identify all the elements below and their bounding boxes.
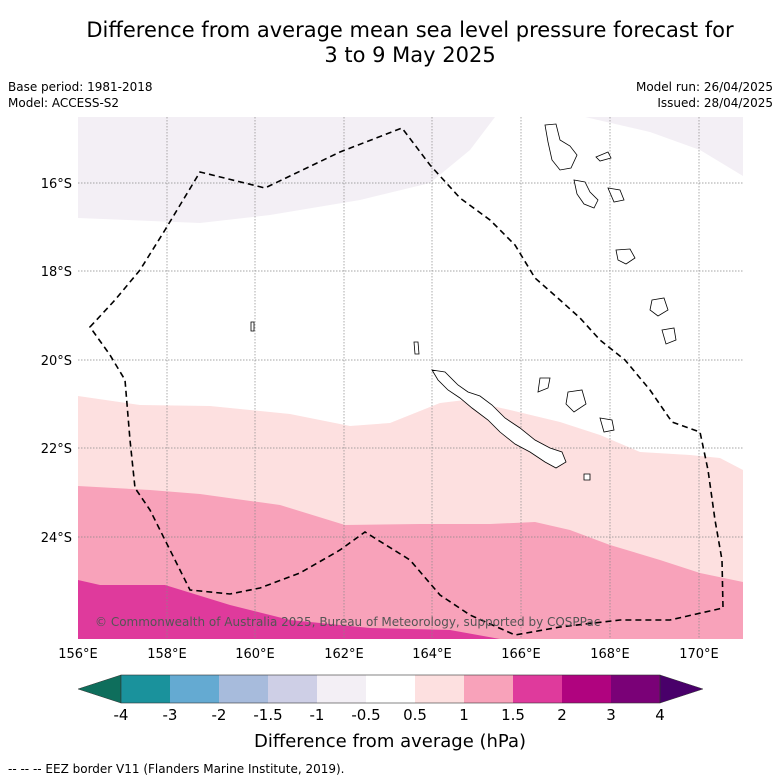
belep-islands (413, 341, 420, 355)
lat-label: 24°S (41, 531, 72, 546)
model-run: Model run: 26/04/2025 (635, 80, 773, 94)
new-caledonia-coast (431, 369, 567, 469)
lat-label: 22°S (41, 442, 72, 457)
issued-date: Issued: 28/04/2025 (657, 96, 773, 110)
title-line-2: 3 to 9 May 2025 (324, 43, 496, 67)
colorbar-tick: 2 (557, 706, 567, 724)
lat-label: 20°S (41, 354, 72, 369)
colorbar-swatch (415, 675, 464, 703)
vanuatu-epi (607, 187, 625, 203)
copyright-text: © Commonwealth of Australia 2025, Bureau… (95, 615, 600, 629)
lon-label: 166°E (501, 647, 541, 662)
lon-labels: 156°E 158°E 160°E 162°E 164°E 166°E 168°… (58, 647, 719, 662)
colorbar-ticks: -4 -3 -2 -1.5 -1 -0.5 0.5 1 1.5 2 3 4 (114, 706, 665, 724)
loyalty-lifou (565, 389, 587, 413)
colorbar-over-arrow (659, 674, 704, 704)
lat-label: 16°S (41, 177, 72, 192)
lon-label: 162°E (324, 647, 364, 662)
colorbar-swatch (317, 675, 366, 703)
colorbar-swatch (366, 675, 415, 703)
colorbar-swatch (513, 675, 562, 703)
colorbar-tick: 1 (459, 706, 469, 724)
colorbar-swatch (268, 675, 317, 703)
contour-1.5-band (78, 580, 500, 639)
colorbar-tick: -2 (212, 706, 227, 724)
colorbar-swatch (611, 675, 660, 703)
lon-label: 168°E (590, 647, 630, 662)
colorbar-tick: -0.5 (351, 706, 380, 724)
colorbar-tick: 4 (655, 706, 665, 724)
eez-footnote: -- -- -- EEZ border V11 (Flanders Marine… (8, 762, 345, 776)
colorbar-tick: -1.5 (253, 706, 282, 724)
base-period: Base period: 1981-2018 (8, 80, 153, 94)
model-name: Model: ACCESS-S2 (8, 96, 120, 110)
title-line-1: Difference from average mean sea level p… (86, 18, 734, 42)
vanuatu-erromango (649, 297, 669, 317)
colorbar-tick: -1 (310, 706, 325, 724)
colorbar-tick: -4 (114, 706, 129, 724)
meta-right: Model run: 26/04/2025 Issued: 28/04/2025 (636, 79, 773, 111)
lat-label: 18°S (41, 265, 72, 280)
colorbar-under-arrow (77, 674, 122, 704)
graticule (78, 117, 743, 639)
eez-border (88, 127, 724, 636)
lon-label: 164°E (412, 647, 452, 662)
contour-1-band (78, 486, 743, 639)
vanuatu-tanna (661, 327, 677, 345)
colorbar-swatch (219, 675, 268, 703)
colorbar-tick: 0.5 (403, 706, 427, 724)
colorbar-tick: -3 (163, 706, 178, 724)
lon-label: 160°E (235, 647, 275, 662)
colorbar-swatch (121, 675, 170, 703)
colorbar-frame (120, 674, 661, 704)
colorbar-swatch (170, 675, 219, 703)
colorbar-swatch (464, 675, 513, 703)
colorbar-label: Difference from average (hPa) (254, 731, 526, 752)
map-plot-area: © Commonwealth of Australia 2025, Bureau… (78, 117, 743, 639)
contour-neg-0.5-north (78, 117, 495, 223)
meta-left: Base period: 1981-2018 Model: ACCESS-S2 (8, 79, 153, 111)
colorbar-tick: 1.5 (501, 706, 525, 724)
lon-label: 170°E (679, 647, 719, 662)
loyalty-mare (599, 417, 615, 433)
loyalty-ouvea (537, 377, 551, 393)
coastlines (250, 123, 677, 481)
lon-label: 158°E (147, 647, 187, 662)
lat-labels: 16°S 18°S 20°S 22°S 24°S (41, 177, 72, 546)
colorbar-tick: 3 (606, 706, 616, 724)
isle-of-pines (583, 473, 591, 481)
chesterfield-reef (250, 321, 255, 332)
vanuatu-malekula (573, 179, 599, 209)
vanuatu-efate (615, 248, 636, 265)
vanuatu-espiritu-santo (544, 123, 578, 171)
contour-neg-0.5-northeast (585, 117, 743, 176)
map-title: Difference from average mean sea level p… (60, 18, 760, 68)
vanuatu-ambae (595, 151, 612, 162)
lon-label: 156°E (58, 647, 98, 662)
colorbar-swatch (562, 675, 611, 703)
colorbar: -4 -3 -2 -1.5 -1 -0.5 0.5 1 1.5 2 3 4 Di… (77, 674, 704, 752)
